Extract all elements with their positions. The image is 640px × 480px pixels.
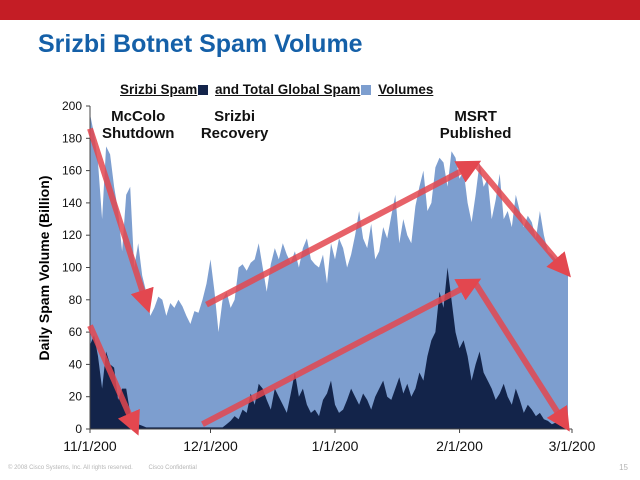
- y-tick-label: 100: [62, 261, 82, 275]
- y-tick-label: 20: [69, 390, 83, 404]
- legend-swatch-srizbi: [198, 85, 209, 95]
- trend-arrow: [87, 127, 154, 314]
- legend-swatch-global: [361, 85, 372, 95]
- trend-arrow: [87, 324, 140, 436]
- trend-arrow: [473, 162, 571, 278]
- trend-arrow: [473, 282, 570, 432]
- chart-title-volumes: Volumes: [378, 82, 434, 97]
- y-tick-label: 140: [62, 196, 82, 210]
- y-tick-label: 200: [62, 99, 82, 113]
- x-tick-label: 11/1/200: [63, 438, 117, 454]
- copyright-text: © 2008 Cisco Systems, Inc. All rights re…: [8, 465, 133, 471]
- x-tick-label: 12/1/200: [183, 438, 238, 454]
- chart-title-global: and Total Global Spam: [215, 82, 361, 97]
- annotation-mccolo-shutdown: McColo: [111, 108, 165, 125]
- trend-arrow: [201, 278, 482, 427]
- y-tick-label: 180: [62, 131, 82, 145]
- y-tick-label: 0: [75, 422, 82, 436]
- x-tick-label: 2/1/200: [436, 438, 483, 454]
- chart-title-srizbi: Srizbi Spam: [120, 82, 198, 97]
- page-number: 15: [619, 463, 628, 472]
- footer: © 2008 Cisco Systems, Inc. All rights re…: [8, 465, 211, 471]
- chart-title: Srizbi Spam and Total Global Spam Volume…: [120, 82, 433, 97]
- annotation-msrt-published: Published: [440, 125, 512, 142]
- top-banner: [0, 0, 640, 20]
- global-spam-area: [90, 114, 568, 429]
- annotation-srizbi-recovery: Srizbi: [214, 108, 255, 125]
- y-tick-label: 80: [69, 293, 83, 307]
- y-tick-label: 160: [62, 164, 82, 178]
- y-tick-label: 40: [69, 357, 83, 371]
- srizbi-spam-area: [90, 267, 568, 429]
- slide-title: Srizbi Botnet Spam Volume: [38, 30, 363, 58]
- x-tick-label: 1/1/200: [312, 438, 359, 454]
- x-tick-label: 3/1/200: [549, 438, 596, 454]
- y-tick-label: 120: [62, 228, 82, 242]
- annotation-msrt-published: MSRT: [454, 108, 497, 125]
- trend-arrow: [205, 160, 482, 308]
- confidential-text: Cisco Confidential: [148, 465, 197, 471]
- annotation-mccolo-shutdown: Shutdown: [102, 125, 174, 142]
- y-tick-label: 60: [69, 325, 83, 339]
- annotation-srizbi-recovery: Recovery: [201, 125, 269, 142]
